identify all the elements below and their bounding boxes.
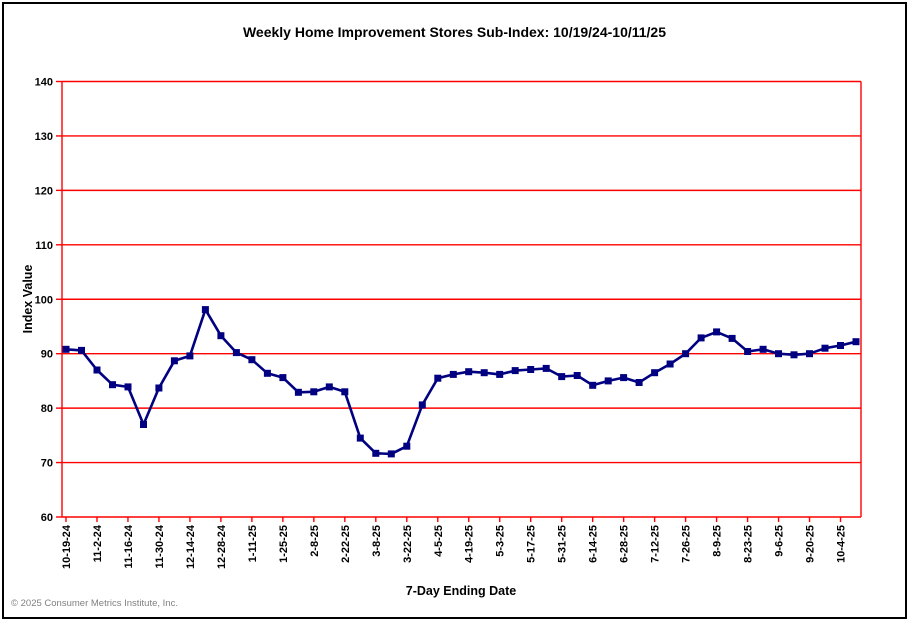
data-point-marker: [558, 373, 566, 381]
x-tick-label: 10-19-24: [61, 524, 73, 569]
data-point-marker: [527, 366, 535, 373]
x-tick-label: 6-14-25: [588, 525, 600, 563]
grid-layer: [56, 80, 862, 522]
data-point-marker: [279, 374, 287, 382]
data-point-marker: [744, 348, 752, 355]
data-point-marker: [837, 342, 844, 349]
data-point-marker: [310, 388, 318, 396]
y-tick-label: 120: [35, 185, 53, 197]
x-tick-label: 11-2-24: [92, 524, 104, 562]
x-tick-label: 7-12-25: [650, 525, 662, 563]
data-point-marker: [790, 351, 798, 359]
data-point-marker: [434, 374, 442, 382]
data-point-marker: [542, 364, 550, 372]
x-tick-label: 11-30-24: [154, 524, 166, 568]
data-point-marker: [775, 350, 782, 358]
x-tick-label: 2-8-25: [309, 525, 321, 557]
x-tick-label: 10-4-25: [836, 525, 848, 563]
data-point-marker: [480, 369, 488, 377]
x-tick-label: 5-31-25: [557, 525, 569, 563]
x-tick-label: 4-5-25: [433, 525, 445, 557]
data-point-marker: [155, 384, 163, 392]
data-point-marker: [403, 442, 411, 450]
y-tick-label: 140: [35, 77, 53, 89]
data-point-marker: [325, 383, 333, 391]
data-point-marker: [682, 350, 690, 358]
y-tick-label: 100: [35, 294, 53, 306]
data-point-marker: [124, 383, 132, 391]
data-point-marker: [109, 381, 116, 389]
x-tick-label: 3-22-25: [402, 525, 414, 563]
data-point-marker: [294, 388, 302, 396]
x-tick-label: 8-23-25: [743, 525, 755, 563]
data-point-marker: [78, 346, 85, 354]
y-tick-label: 80: [41, 403, 53, 415]
x-tick-label: 11-16-24: [123, 524, 135, 568]
x-tick-label: 1-25-25: [278, 525, 290, 563]
data-point-marker: [186, 352, 194, 360]
y-tick-label: 90: [41, 349, 53, 361]
data-point-marker: [713, 328, 721, 336]
x-tick-label: 12-28-24: [216, 524, 228, 569]
x-tick-label: 12-14-24: [185, 524, 197, 569]
data-point-marker: [651, 369, 659, 377]
data-point-marker: [635, 379, 643, 386]
data-point-marker: [217, 332, 225, 340]
y-tick-label: 110: [35, 240, 53, 252]
y-tick-label: 60: [41, 512, 53, 524]
x-tick-label: 8-9-25: [712, 525, 724, 557]
data-point-marker: [232, 349, 240, 357]
data-point-marker: [465, 368, 473, 376]
data-point-marker: [852, 338, 860, 346]
data-point-marker: [356, 434, 364, 442]
data-point-marker: [170, 357, 178, 365]
data-point-marker: [806, 350, 813, 358]
y-tick-label: 130: [35, 131, 53, 143]
x-tick-label: 7-26-25: [681, 525, 693, 563]
x-tick-label: 4-19-25: [464, 525, 476, 563]
x-tick-label: 5-17-25: [526, 525, 538, 563]
data-point-marker: [496, 370, 504, 378]
data-point-marker: [62, 345, 70, 353]
data-point-marker: [620, 374, 628, 382]
series-layer: [62, 306, 860, 458]
data-point-marker: [387, 450, 395, 458]
x-tick-label: 6-28-25: [619, 525, 631, 563]
data-point-marker: [511, 367, 519, 375]
data-point-marker: [449, 370, 457, 378]
data-point-marker: [372, 449, 380, 457]
x-axis-title: 7-Day Ending Date: [406, 584, 516, 598]
x-tick-label: 9-6-25: [774, 525, 786, 557]
data-point-marker: [140, 421, 147, 428]
x-tick-label: 1-11-25: [247, 525, 259, 562]
data-point-marker: [821, 344, 829, 352]
chart-title: Weekly Home Improvement Stores Sub-Index…: [242, 24, 667, 40]
data-point-marker: [418, 401, 426, 409]
data-point-marker: [589, 381, 597, 389]
x-tick-label: 2-22-25: [340, 525, 352, 563]
y-axis-title: Index Value: [21, 265, 35, 334]
data-point-marker: [697, 334, 705, 342]
x-tick-label: 3-8-25: [371, 525, 383, 557]
data-point-marker: [263, 369, 271, 377]
y-tick-label: 70: [41, 458, 53, 470]
data-point-marker: [248, 356, 256, 364]
x-tick-label: 5-3-25: [495, 525, 507, 557]
data-point-marker: [604, 377, 612, 385]
data-point-marker: [759, 345, 767, 353]
x-tick-label: 9-20-25: [805, 525, 817, 563]
copyright-text: © 2025 Consumer Metrics Institute, Inc.: [11, 598, 178, 609]
data-point-marker: [666, 360, 674, 368]
data-point-marker: [201, 306, 209, 314]
data-point-marker: [341, 388, 349, 396]
data-point-marker: [573, 372, 581, 379]
series-line: [64, 308, 858, 456]
axis-labels-layer: 60 70 80 90 100 110 120 130 140 10-19-24 11-2-24 11…: [35, 77, 848, 570]
data-point-marker: [728, 334, 736, 342]
data-point-marker: [93, 366, 101, 374]
